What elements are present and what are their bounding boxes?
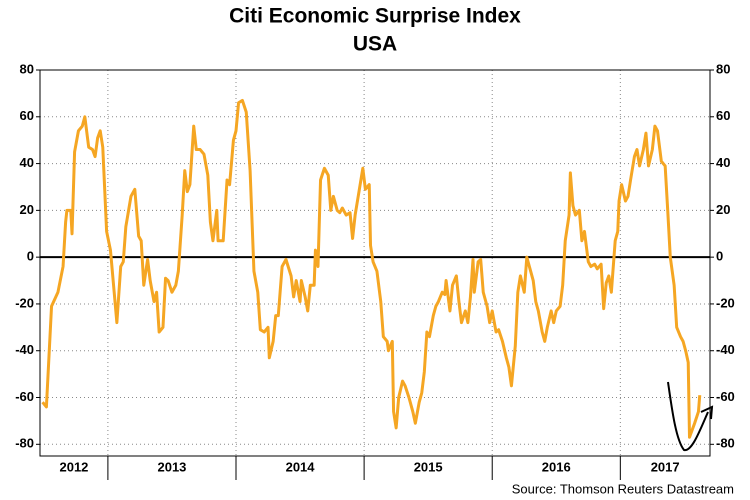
x-tick-label: 2012 (59, 459, 88, 474)
x-tick-label: 2014 (286, 459, 316, 474)
y-tick-label: -80 (15, 436, 34, 451)
y-tick-label: -40 (15, 342, 34, 357)
y-tick-label: 80 (20, 61, 34, 76)
y-tick-label: -60 (15, 389, 34, 404)
y2-tick-label: -40 (716, 342, 735, 357)
source-note: Source: Thomson Reuters Datastream (512, 481, 734, 496)
marks (41, 98, 702, 439)
y2-tick-label: -80 (716, 436, 735, 451)
y2-tick-label: -60 (716, 389, 735, 404)
x-tick-label: 2013 (157, 459, 186, 474)
x-tick-label: 2016 (542, 459, 571, 474)
y2-tick-label: 20 (716, 202, 730, 217)
y-tick-label: 40 (20, 155, 34, 170)
x-tick-label: 2015 (414, 459, 443, 474)
y2-tick-label: 0 (716, 249, 723, 264)
plot-frame (39, 69, 711, 457)
chart-title: Citi Economic Surprise Index (229, 5, 521, 28)
y-tick-label: -20 (15, 295, 34, 310)
annotation-arrow (667, 381, 709, 451)
y-tick-label: 60 (20, 108, 34, 123)
annotation-arrow-head (700, 405, 714, 420)
x-tick-label: 2017 (651, 459, 680, 474)
y2-tick-label: 40 (716, 155, 730, 170)
y2-tick-label: -20 (716, 295, 735, 310)
y-tick-label: 0 (27, 249, 34, 264)
y2-tick-label: 80 (716, 61, 730, 76)
y2-tick-label: 60 (716, 108, 730, 123)
chart-subtitle: USA (353, 33, 397, 56)
data-line (41, 98, 702, 439)
grid (36, 69, 714, 480)
y-tick-label: 20 (20, 202, 34, 217)
